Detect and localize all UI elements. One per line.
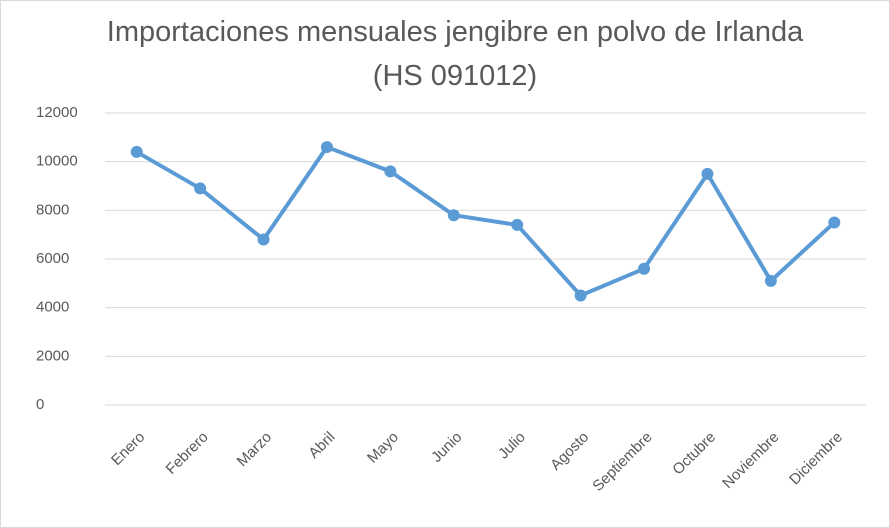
y-tick-label: 6000 [36, 250, 69, 267]
y-tick-label: 2000 [36, 347, 69, 364]
y-tick-label: 8000 [36, 201, 69, 218]
marker [764, 274, 777, 287]
chart-title: Importaciones mensuales jengibre en polv… [106, 16, 804, 92]
y-tick-label: 0 [36, 396, 44, 413]
marker [447, 209, 460, 222]
marker [574, 289, 587, 302]
marker [384, 165, 397, 178]
line [135, 145, 836, 298]
marker [828, 216, 841, 229]
marker [130, 145, 143, 158]
y-tick-label: 10000 [36, 153, 78, 170]
y-tick-label: 12000 [36, 104, 78, 121]
marker [257, 233, 270, 246]
marker [320, 141, 333, 154]
marker [194, 182, 207, 195]
marker [638, 262, 651, 275]
marker [511, 218, 524, 231]
marker [701, 167, 714, 180]
y-tick-label: 4000 [36, 299, 69, 316]
